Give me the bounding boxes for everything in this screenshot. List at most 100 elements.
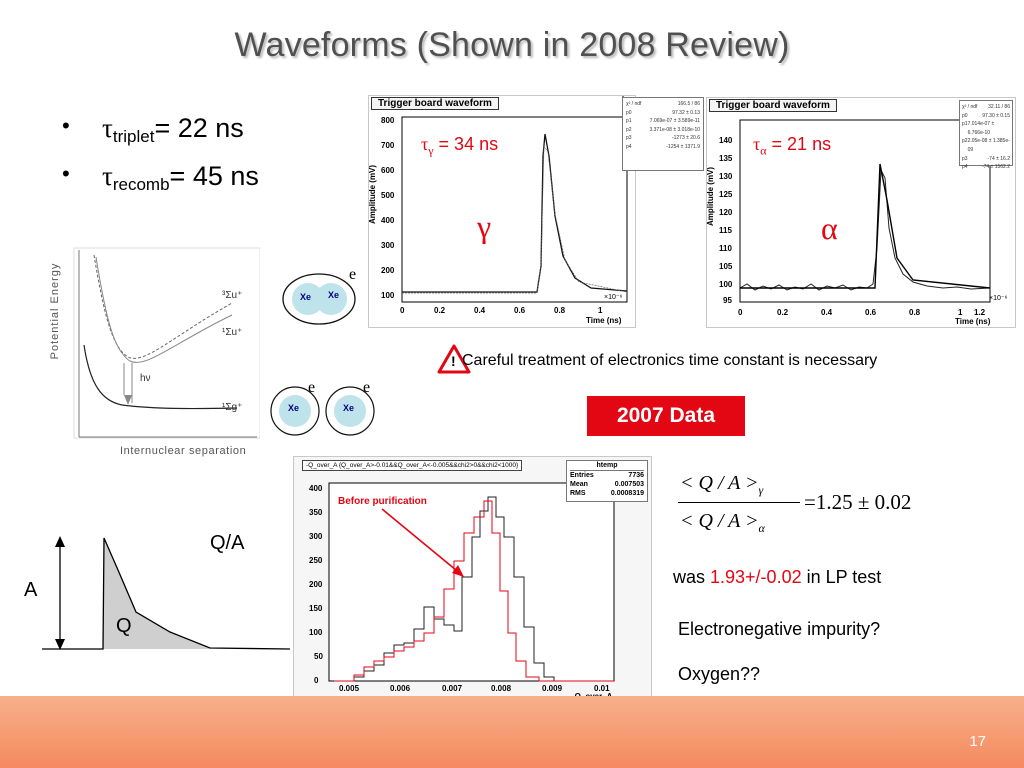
histogram-ytick: 200 — [309, 580, 323, 589]
histogram-xtick: 0.007 — [442, 684, 463, 693]
alpha-xtick: 1 — [958, 308, 963, 317]
bullet-dot: • — [62, 113, 70, 138]
amplitude-arrowhead-top — [55, 536, 65, 547]
bullet-recomb: • τrecomb= 45 ns — [62, 161, 332, 197]
lp-test-value: 1.93+/-0.02 — [710, 567, 802, 587]
gamma-waveform-panel: Trigger board waveform Amplitude (mV) 10… — [368, 95, 636, 328]
xe-separated-diagram: Xe Xe e e — [270, 379, 380, 439]
xe-label: Xe — [343, 403, 355, 413]
xe-atom-left — [292, 283, 324, 315]
alpha-ytick: 120 — [719, 208, 733, 217]
photon-arrowhead — [124, 395, 132, 405]
electron-label: e — [308, 379, 316, 396]
gamma-xexponent: ×10⁻⁶ — [604, 294, 623, 301]
warning-icon: ! — [437, 344, 471, 374]
alpha-ytick: 115 — [719, 226, 732, 235]
upper-excited-curve — [93, 254, 233, 359]
lower-excited-curve — [95, 256, 233, 363]
stats-row: p4 -74 ± 1562.2 — [962, 164, 1010, 171]
xe-atom-left — [279, 395, 311, 427]
histogram-header: -Q_over_A {Q_over_A>-0.01&&Q_over_A<-0.0… — [302, 460, 523, 471]
alpha-ytick: 130 — [719, 172, 733, 181]
alpha-ytick: 110 — [719, 244, 732, 253]
potential-energy-diagram: Potential Energy Internuclear separation… — [32, 245, 261, 460]
stats-row: p4 -1254 ± 1371.9 — [626, 143, 700, 150]
potential-ylabel: Potential Energy — [49, 262, 61, 360]
histogram-ytick: 300 — [309, 532, 323, 541]
tau-value: = 22 ns — [154, 113, 244, 143]
gamma-ytick: 200 — [381, 266, 395, 275]
gamma-ytick: 700 — [381, 141, 395, 150]
potential-xlabel: Internuclear separation — [120, 445, 247, 457]
alpha-ytick: 95 — [723, 296, 732, 305]
alpha-plot-frame — [739, 119, 991, 303]
xe-label: Xe — [300, 292, 312, 302]
ratio-formula: < Q / A >γ < Q / A >α =1.25 ± 0.02 — [678, 470, 978, 550]
histogram-plot — [328, 482, 615, 682]
gamma-ytick: 400 — [381, 216, 395, 225]
histogram-before-series — [334, 500, 614, 682]
pulse-outline — [42, 537, 291, 650]
stats-row: p2 2.05e-08 ± 1.385e-09 — [962, 138, 1010, 153]
tau-symbol: τ — [102, 161, 113, 191]
formula-denominator: < Q / A >α — [680, 510, 765, 535]
amplitude-label: A — [24, 579, 38, 601]
gamma-xtick: 0 — [400, 306, 405, 315]
alpha-symbol: α — [821, 210, 838, 246]
slide-title: Waveforms (Shown in 2008 Review) — [234, 26, 790, 64]
annotation-arrow — [381, 508, 463, 576]
warning-mark: ! — [451, 353, 456, 369]
histogram-frame — [328, 482, 615, 682]
alpha-ytick: 125 — [719, 190, 733, 199]
gamma-tau-label: τγ = 34 ns — [421, 134, 499, 158]
alpha-xtick: 0.8 — [909, 308, 921, 317]
gamma-fit-line — [402, 144, 628, 294]
bullet-triplet: • τtriplet= 22 ns — [62, 113, 332, 149]
alpha-ytick: 140 — [719, 136, 733, 145]
data-year-badge: 2007 Data — [587, 396, 745, 436]
pulse-shape-diagram: A Q Q/A — [20, 520, 310, 670]
annotation-arrowhead — [452, 565, 464, 577]
histogram-xtick: 0.008 — [491, 684, 512, 693]
histogram-xtick: 0.005 — [339, 684, 360, 693]
alpha-ytick: 100 — [719, 280, 733, 289]
alpha-xtick: 0.4 — [821, 308, 833, 317]
ratio-label: Q/A — [210, 532, 245, 554]
histogram-ytick: 150 — [309, 604, 323, 613]
potential-curves-graphic — [73, 247, 261, 439]
histogram-xtick: 0.01 — [594, 684, 610, 693]
histogram-xtick: 0.006 — [390, 684, 411, 693]
electron-label: e — [349, 266, 357, 283]
histogram-stats-box: htemp Entries 7736 Mean 0.007503 RMS 0.0008… — [566, 460, 648, 502]
alpha-xlabel: Time (ns) — [955, 317, 991, 326]
stats-row: p1 7.069e-07 ± 3.589e-11 — [626, 118, 700, 125]
gamma-xlabel: Time (ns) — [586, 316, 622, 325]
pulse-shape-graphic — [42, 536, 291, 650]
stats-row: Entries 7736 — [570, 472, 644, 479]
alpha-waveform-plot — [739, 119, 991, 303]
bullet-dot: • — [62, 161, 70, 186]
alpha-waveform-line — [739, 168, 991, 291]
histogram-ytick: 0 — [314, 676, 319, 685]
formula-result: =1.25 ± 0.02 — [804, 490, 912, 514]
qa-histogram-panel: -Q_over_A {Q_over_A>-0.01&&Q_over_A<-0.0… — [293, 456, 652, 702]
xe-atom-right — [334, 395, 366, 427]
gamma-xtick: 1 — [598, 306, 603, 315]
gamma-xtick: 0.8 — [554, 306, 566, 315]
stats-row: RMS 0.0008319 — [570, 490, 644, 497]
gamma-ylabel: Amplitude (mV) — [368, 164, 378, 225]
lp-test-note: was 1.93+/-0.02 in LP test — [673, 567, 882, 587]
before-purification-label: Before purification — [338, 496, 427, 507]
electron-label: e — [363, 379, 371, 396]
histogram-ytick: 100 — [309, 628, 323, 637]
state-label-ground: ¹Σg⁺ — [222, 402, 243, 413]
histogram-ytick: 400 — [309, 484, 323, 493]
stats-row: Mean 0.007503 — [570, 481, 644, 488]
alpha-ytick: 105 — [719, 262, 733, 271]
alpha-xtick: 0.6 — [865, 308, 877, 317]
pulse-area — [103, 538, 210, 649]
state-label-singlet-u: ¹Σu⁺ — [222, 327, 243, 338]
xe-atoms-graphic — [270, 386, 375, 436]
gamma-ytick: 300 — [381, 241, 395, 250]
gamma-plot-frame — [401, 116, 628, 303]
